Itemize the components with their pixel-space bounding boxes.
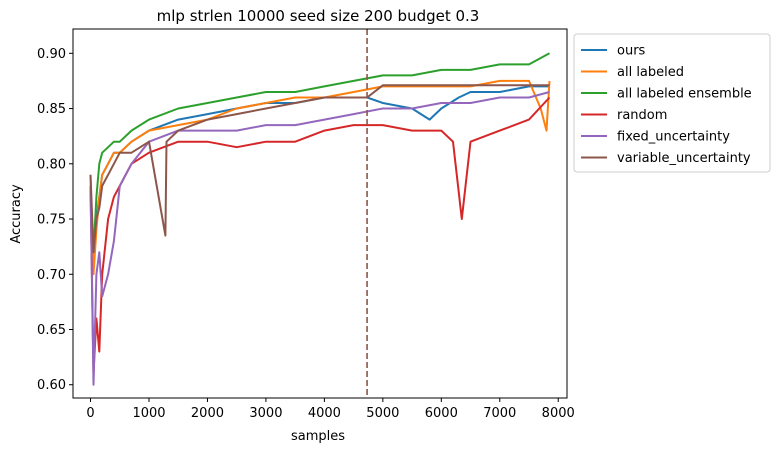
x-tick-label: 8000 [542,406,575,421]
x-tick-label: 6000 [425,406,458,421]
y-axis: 0.60 0.65 0.70 0.75 0.80 0.85 0.90 [37,47,73,393]
plot-series [89,52,551,386]
series-line-random [89,96,551,375]
x-tick-label: 7000 [483,406,516,421]
legend: ours all labeled all labeled ensemble rando… [573,33,771,173]
x-tick-label: 2000 [191,406,224,421]
legend-label: all labeled [617,65,684,80]
x-tick-label: 1000 [132,406,165,421]
legend-label: variable_uncertainty [617,151,751,166]
y-tick-label: 0.85 [37,102,66,117]
legend-box [573,33,771,173]
y-tick-label: 0.90 [37,47,66,62]
y-tick-label: 0.70 [37,268,66,283]
x-tick-label: 0 [86,406,94,421]
y-axis-label: Accuracy [9,184,24,244]
y-tick-label: 0.60 [37,378,66,393]
legend-label: fixed_uncertainty [617,130,730,145]
series-line-fixed-uncertainty [89,91,550,386]
x-tick-label: 3000 [249,406,282,421]
y-tick-label: 0.75 [37,213,66,228]
x-tick-label: 4000 [308,406,341,421]
legend-label: random [617,108,667,123]
y-tick-label: 0.65 [37,323,66,338]
series-line-ours [89,85,550,265]
chart-title: mlp strlen 10000 seed size 200 budget 0.… [157,7,480,25]
legend-label: ours [617,44,646,59]
plot-frame [72,28,568,399]
x-axis-label: samples [291,429,345,444]
series-line-variable-uncertainty [89,84,550,254]
x-tick-label: 5000 [366,406,399,421]
series-line-all-labeled [89,79,551,276]
series-line-all-labeled-ensemble [89,52,550,254]
legend-label: all labeled ensemble [617,87,752,102]
y-tick-label: 0.80 [37,157,66,172]
x-axis: 0 1000 2000 3000 4000 5000 6000 7000 8000 [86,398,575,421]
